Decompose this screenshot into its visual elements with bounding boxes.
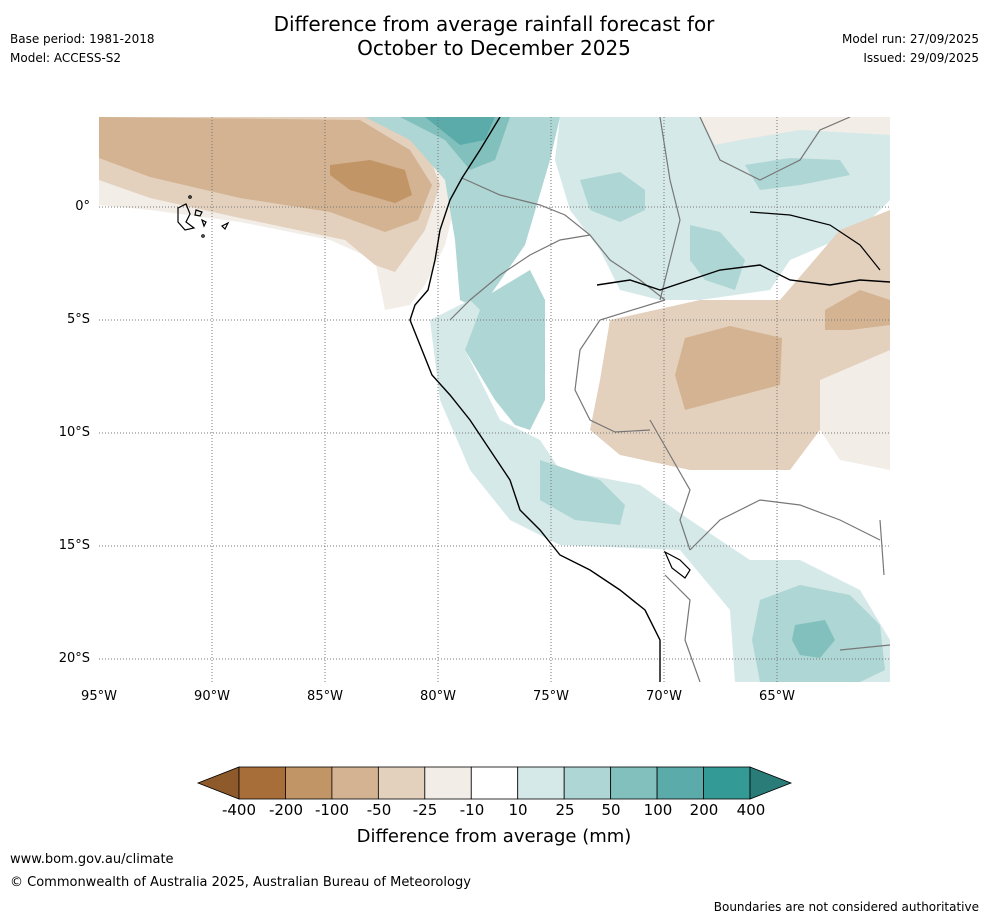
amazon-coastline [596,264,890,291]
amazon-river-mouth [749,211,881,271]
base-period-label: Base period: 1981-2018 [10,32,155,46]
lat-label-0: 0° [75,199,90,214]
graticule [99,117,890,682]
lon-label-75w: 75°W [533,689,569,704]
lat-label-10s: 10°S [58,425,90,440]
region-amazon-dry-25 [820,350,890,470]
region-top-dry-25 [700,117,890,145]
model-run-label: Model run: 27/09/2025 [841,32,979,46]
colorbar-cells [238,766,751,800]
colorbar-cell [331,766,379,800]
copyright-text: © Commonwealth of Australia 2025, Austra… [10,875,471,890]
colorbar-cell [703,766,751,800]
colorbar-high-extend [749,766,793,800]
title-line-2: October to December 2025 [357,36,631,60]
colorbar-label: -10 [459,801,485,819]
region-tongue-dry-200 [330,160,412,203]
lake-titicaca [663,550,691,579]
colorbar-label: 50 [601,801,621,819]
colorbar-label: -100 [314,801,350,819]
region-amazon-dry-100 [675,290,890,410]
region-bolivia-wet-50 [792,620,835,658]
country-borders [449,117,890,682]
colorbar-label: 100 [643,801,673,819]
colorbar-cell [563,766,612,800]
colorbar-label: -200 [268,801,304,819]
lon-label-90w: 90°W [194,689,230,704]
colorbar-label: -400 [221,801,257,819]
lat-label-20s: 20°S [58,651,90,666]
colorbar-cell [517,766,565,800]
region-tongue-dry-100 [99,117,432,232]
colorbar-cell [470,766,519,800]
region-coast-wet-25 [430,300,890,682]
title-line-1: Difference from average rainfall forecas… [273,12,715,36]
colorbar-low-extend [196,766,240,800]
colorbar-label: 400 [736,801,766,819]
disclaimer-text: Boundaries are not considered authoritat… [713,900,979,914]
issued-label: Issued: 29/09/2025 [863,51,979,65]
colorbar-label: 200 [689,801,719,819]
lon-label-80w: 80°W [420,689,456,704]
colorbar-label: 25 [555,801,575,819]
region-colombia-wet [365,117,560,310]
source-link[interactable]: www.bom.gov.au/climate [10,852,174,867]
region-peru-wet-50 [540,460,625,525]
colorbar-cell [285,766,333,800]
lon-label-95w: 95°W [81,689,117,704]
region-colombia-wet-100 [425,117,495,145]
region-coast-wet [462,270,545,430]
lon-label-70w: 70°W [646,689,682,704]
lon-label-85w: 85°W [307,689,343,704]
colorbar-label: 10 [508,801,528,819]
colorbar-label: -50 [366,801,392,819]
galapagos-islands [177,195,230,238]
colorbar-title: Difference from average (mm) [356,826,632,847]
colorbar-cell [610,766,658,800]
region-amazon-wet-50 [580,158,850,290]
model-label: Model: ACCESS-S2 [10,51,122,65]
map-area [99,117,890,682]
lat-label-5s: 5°S [66,312,90,327]
colorbar-label: -25 [412,801,438,819]
colorbar-cell [377,766,426,800]
coastline [409,117,661,682]
colorbar-cell [238,766,286,800]
colorbar-cell [424,766,472,800]
chart-title: Difference from average rainfall forecas… [0,12,988,60]
lat-label-15s: 15°S [58,538,90,553]
lon-label-65w: 65°W [759,689,795,704]
colorbar-cell [656,766,704,800]
colorbar [196,766,793,800]
